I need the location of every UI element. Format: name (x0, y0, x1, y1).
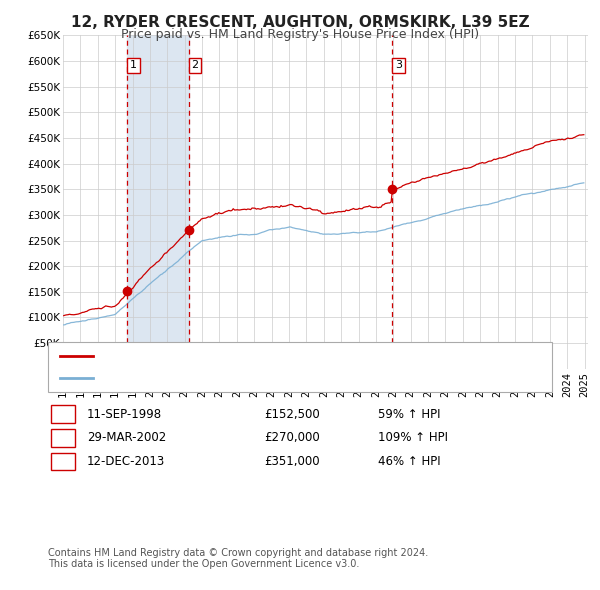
Text: 12, RYDER CRESCENT, AUGHTON, ORMSKIRK, L39 5EZ (detached house): 12, RYDER CRESCENT, AUGHTON, ORMSKIRK, L… (99, 351, 504, 361)
Text: HPI: Average price, detached house, West Lancashire: HPI: Average price, detached house, West… (99, 373, 397, 384)
Text: £152,500: £152,500 (264, 408, 320, 421)
Bar (127, 35, 189, 369)
Text: 29-MAR-2002: 29-MAR-2002 (87, 431, 166, 444)
Text: 12, RYDER CRESCENT, AUGHTON, ORMSKIRK, L39 5EZ: 12, RYDER CRESCENT, AUGHTON, ORMSKIRK, L… (71, 15, 529, 30)
Text: 2: 2 (191, 60, 199, 70)
Text: Price paid vs. HM Land Registry's House Price Index (HPI): Price paid vs. HM Land Registry's House … (121, 28, 479, 41)
Text: 3: 3 (59, 455, 67, 468)
Text: Contains HM Land Registry data © Crown copyright and database right 2024.: Contains HM Land Registry data © Crown c… (48, 548, 428, 558)
Text: 59% ↑ HPI: 59% ↑ HPI (378, 408, 440, 421)
Text: 1: 1 (59, 408, 67, 421)
Text: 46% ↑ HPI: 46% ↑ HPI (378, 455, 440, 468)
Text: 11-SEP-1998: 11-SEP-1998 (87, 408, 162, 421)
Text: £351,000: £351,000 (264, 455, 320, 468)
Text: 2: 2 (59, 431, 67, 444)
Text: 3: 3 (395, 60, 402, 70)
Text: 1: 1 (130, 60, 137, 70)
Text: 109% ↑ HPI: 109% ↑ HPI (378, 431, 448, 444)
Text: £270,000: £270,000 (264, 431, 320, 444)
Text: 12-DEC-2013: 12-DEC-2013 (87, 455, 165, 468)
Text: This data is licensed under the Open Government Licence v3.0.: This data is licensed under the Open Gov… (48, 559, 359, 569)
